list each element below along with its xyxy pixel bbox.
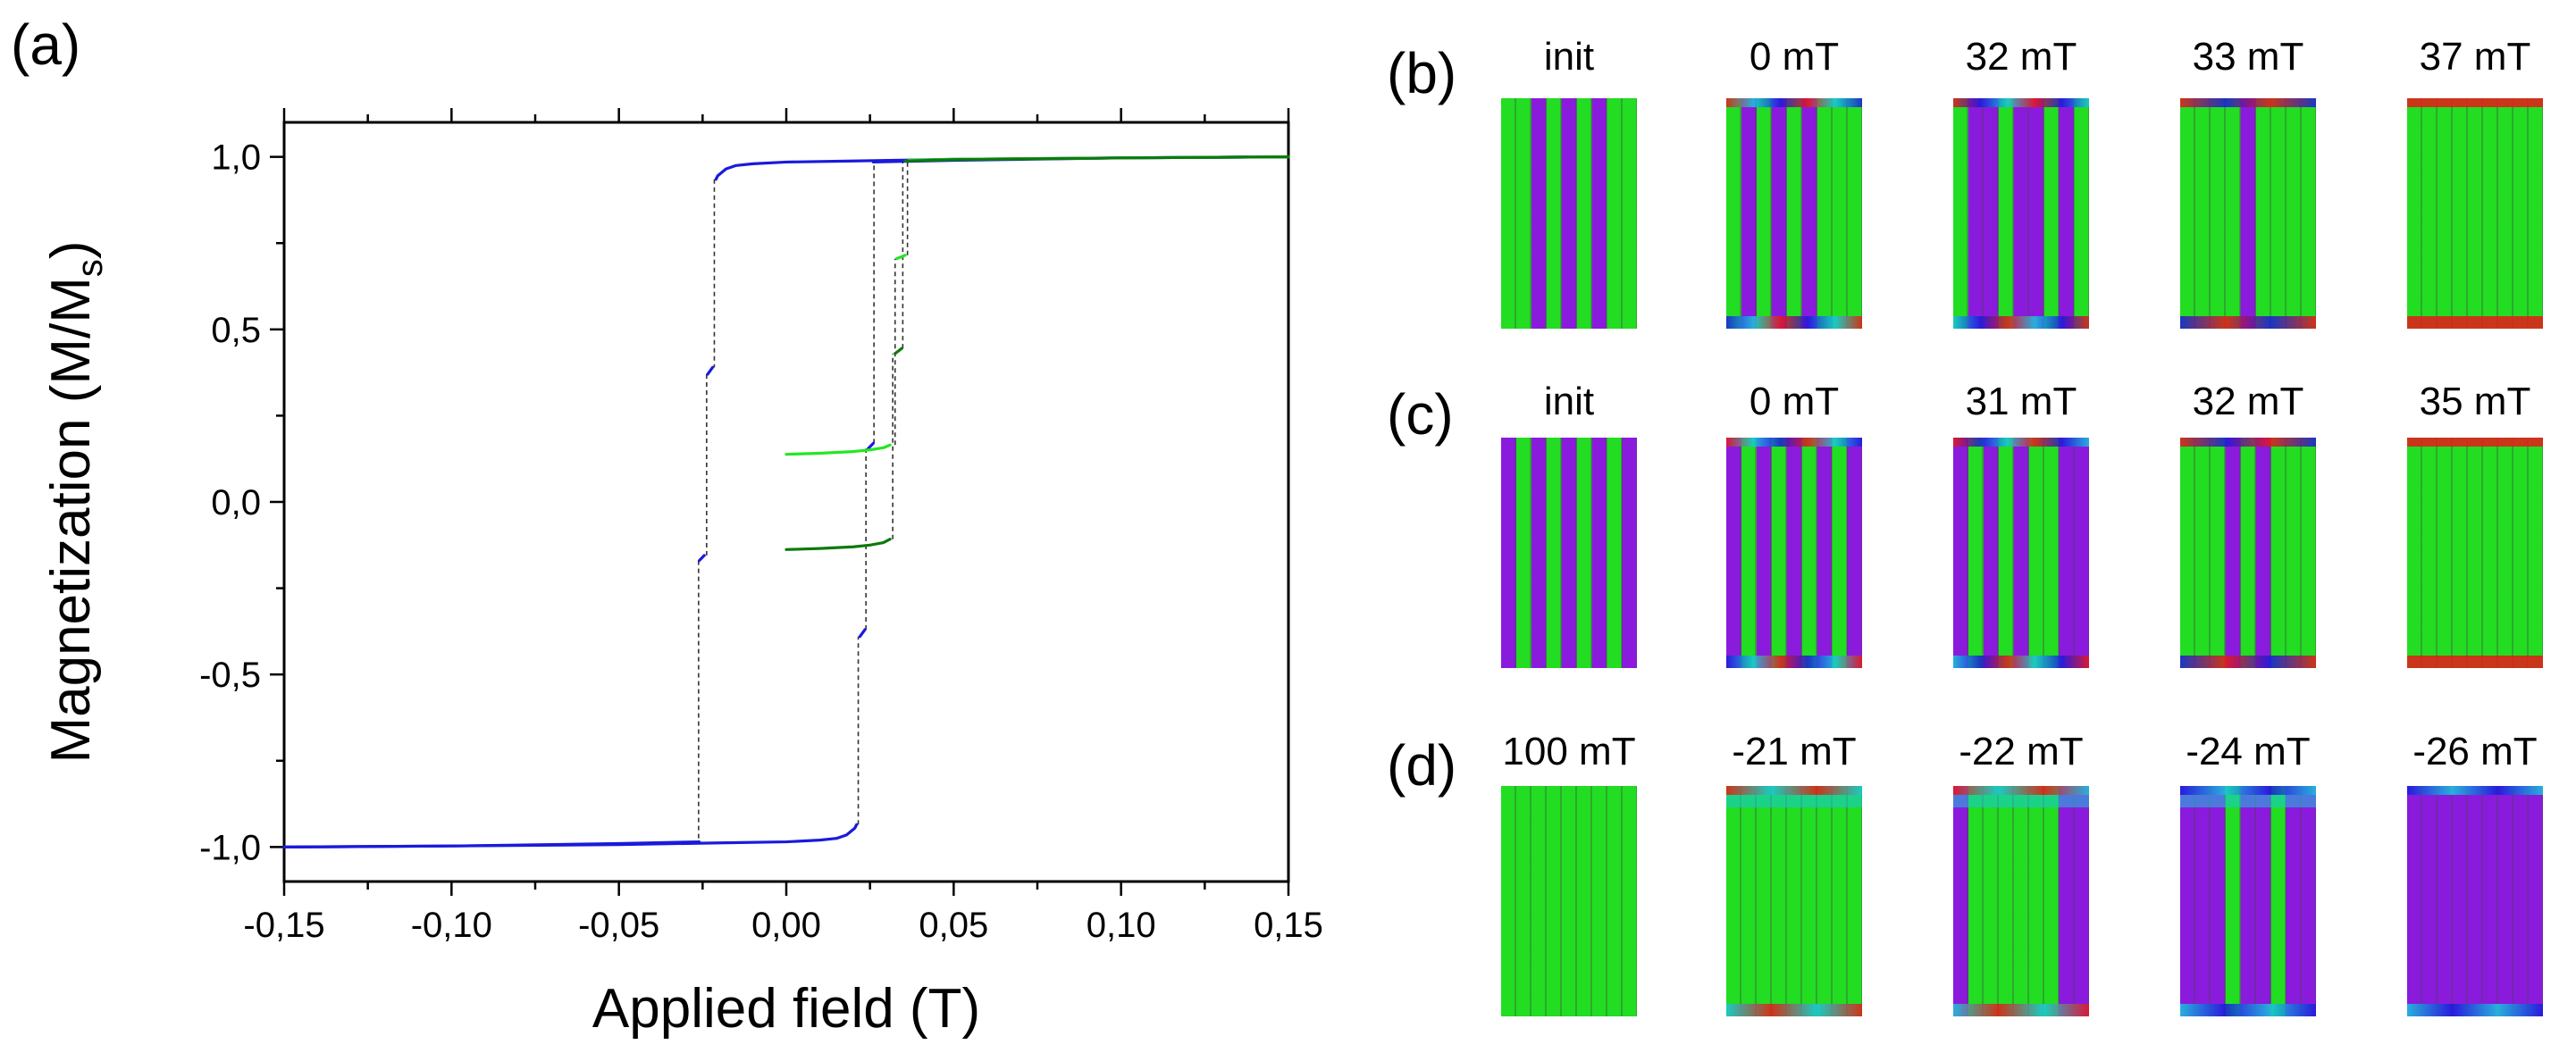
domain-snapshot [2407, 438, 2543, 668]
snapshot-edge-top [1953, 98, 2089, 107]
panel-label-c: (c) [1387, 382, 1454, 447]
snapshot-edge-bottom [2407, 1004, 2543, 1016]
domain-snapshot [2407, 786, 2543, 1016]
snapshot-label: 35 mT [2419, 380, 2531, 423]
domain-snapshot [1953, 98, 2089, 329]
series-line [895, 254, 907, 261]
snapshot-edge-top [2180, 98, 2316, 107]
plot-frame [282, 121, 1290, 883]
y-tick-label: -0,5 [199, 656, 261, 695]
snapshot-edge-top [2407, 786, 2543, 795]
snapshot-label: 32 mT [2192, 380, 2304, 423]
snapshot-label: init [1543, 380, 1595, 423]
snapshot-edge-top [2407, 98, 2543, 107]
panel-label-a: (a) [11, 13, 81, 77]
domain-snapshot [1953, 438, 2089, 668]
snapshot-edge-top [1726, 786, 1862, 795]
panel-label-b: (b) [1387, 41, 1457, 105]
series-line [903, 155, 1290, 163]
x-tick-label: -0,05 [578, 906, 659, 945]
domain-snapshot [1501, 98, 1637, 329]
domain-snapshot [2180, 786, 2316, 1016]
snapshot-edge-bottom [1953, 1004, 2089, 1016]
snapshot-edge-top [1726, 438, 1862, 447]
snapshot-edge-bottom [1726, 316, 1862, 329]
y-tick-label: -1,0 [199, 828, 261, 867]
snapshot-label: init [1543, 35, 1595, 79]
domain-snapshot [1726, 98, 1862, 329]
snapshot-edge-top [1726, 98, 1862, 107]
snapshot-edge-bottom [2180, 1004, 2316, 1016]
snapshot-cyan-band [1726, 795, 1862, 807]
snapshot-edge-top [1953, 786, 2089, 795]
snapshot-label: 33 mT [2192, 35, 2304, 79]
snapshot-label: 32 mT [1965, 35, 2077, 79]
series-line [282, 823, 859, 848]
snapshot-edge-bottom [1953, 656, 2089, 668]
domain-snapshot [2407, 98, 2543, 329]
snapshot-edge-top [2180, 786, 2316, 795]
domain-snapshot [2180, 98, 2316, 329]
series-line [706, 365, 715, 376]
y-tick-label: 0,0 [211, 483, 261, 522]
y-tick-label: 0,5 [211, 311, 261, 350]
series-line [785, 538, 892, 551]
snapshot-label: -22 mT [1959, 730, 2084, 773]
domain-snapshot [2180, 438, 2316, 668]
snapshot-edge-bottom [2407, 316, 2543, 329]
snapshot-label: 0 mT [1749, 35, 1840, 79]
domain-snapshot [1501, 438, 1637, 668]
snapshot-label: -26 mT [2412, 730, 2538, 773]
snapshot-label: -21 mT [1732, 730, 1857, 773]
domain-snapshot [1501, 786, 1637, 1016]
series-line [867, 441, 876, 450]
snapshot-edge-bottom [2180, 656, 2316, 668]
snapshot-label: 0 mT [1749, 380, 1840, 423]
snapshot-edge-top [2180, 438, 2316, 447]
snapshot-label: 31 mT [1965, 380, 2077, 423]
series-line [697, 554, 706, 563]
x-axis-title: Applied field (T) [592, 978, 980, 1040]
snapshot-edge-bottom [1726, 656, 1862, 668]
series-line [785, 443, 892, 456]
x-tick-label: 0,10 [1087, 906, 1156, 945]
snapshot-edge-bottom [1726, 1004, 1862, 1016]
x-tick-label: 0,15 [1254, 906, 1322, 945]
x-tick-label: 0,00 [751, 906, 821, 945]
snapshot-edge-top [2407, 438, 2543, 447]
snapshot-label: 100 mT [1502, 730, 1636, 773]
snapshot-edge-top [1953, 438, 2089, 447]
domain-snapshot [1953, 786, 2089, 1016]
snapshot-label: 37 mT [2419, 35, 2531, 79]
x-tick-label: -0,10 [411, 906, 492, 945]
snapshot-cyan-band [2180, 795, 2316, 807]
series-line [894, 347, 903, 355]
snapshot-edge-bottom [2180, 316, 2316, 329]
snapshot-cyan-band [1953, 795, 2089, 807]
snapshot-edge-bottom [2407, 656, 2543, 668]
snapshot-edge-bottom [1953, 316, 2089, 329]
panel-label-d: (d) [1387, 733, 1457, 798]
domain-snapshot [1726, 438, 1862, 668]
x-tick-label: 0,05 [919, 906, 988, 945]
y-tick-label: 1,0 [211, 138, 261, 178]
series-line [858, 628, 867, 639]
y-axis-title: Magnetization (M/Ms) [40, 240, 110, 763]
hysteresis-chart: -0,15 -0,10 -0,05 0,00 0,05 0,10 0,15 -1,0 -0,5 0… [40, 108, 1322, 1040]
domain-snapshot [1726, 786, 1862, 1016]
x-tick-label: -0,15 [243, 906, 324, 945]
snapshot-label: -24 mT [2186, 730, 2311, 773]
